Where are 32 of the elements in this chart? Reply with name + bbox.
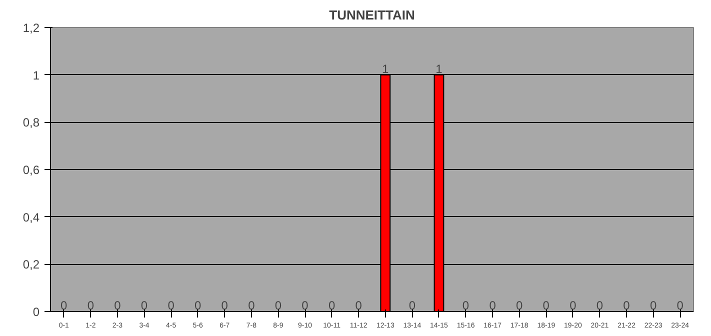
y-tick-label: 1 bbox=[32, 68, 40, 82]
y-tick-label: 0,6 bbox=[22, 163, 40, 177]
y-tick-label: 0,4 bbox=[22, 210, 40, 224]
data-label: 0 bbox=[516, 298, 524, 312]
data-label: 0 bbox=[221, 298, 228, 312]
data-label: 0 bbox=[114, 298, 122, 312]
data-label: 1 bbox=[436, 62, 443, 76]
chart-title: TUNNEITTAIN bbox=[329, 8, 415, 22]
data-label: 0 bbox=[355, 298, 362, 312]
data-label: 0 bbox=[542, 298, 550, 312]
data-label: 0 bbox=[462, 298, 470, 312]
data-label: 0 bbox=[194, 298, 202, 312]
data-label: 0 bbox=[408, 298, 416, 312]
y-tick-label: 1,2 bbox=[22, 21, 40, 35]
data-label: 0 bbox=[168, 298, 175, 312]
data-label: 0 bbox=[302, 298, 309, 312]
data-label: 0 bbox=[87, 298, 94, 312]
data-label: 0 bbox=[60, 298, 68, 312]
data-label: 0 bbox=[328, 298, 336, 312]
y-tick-label: 0 bbox=[32, 305, 40, 319]
data-label: 0 bbox=[489, 298, 496, 312]
data-label: 0 bbox=[676, 298, 684, 312]
data-label: 1 bbox=[382, 62, 390, 76]
y-tick-label: 0,2 bbox=[22, 258, 40, 272]
data-label: 0 bbox=[623, 298, 630, 312]
data-label: 0 bbox=[248, 298, 256, 312]
data-label: 0 bbox=[140, 298, 148, 312]
data-label: 0 bbox=[596, 298, 604, 312]
data-label: 0 bbox=[274, 298, 282, 312]
data-label: 0 bbox=[650, 298, 657, 312]
data-label: 0 bbox=[570, 298, 577, 312]
y-tick-label: 0,8 bbox=[22, 116, 40, 130]
